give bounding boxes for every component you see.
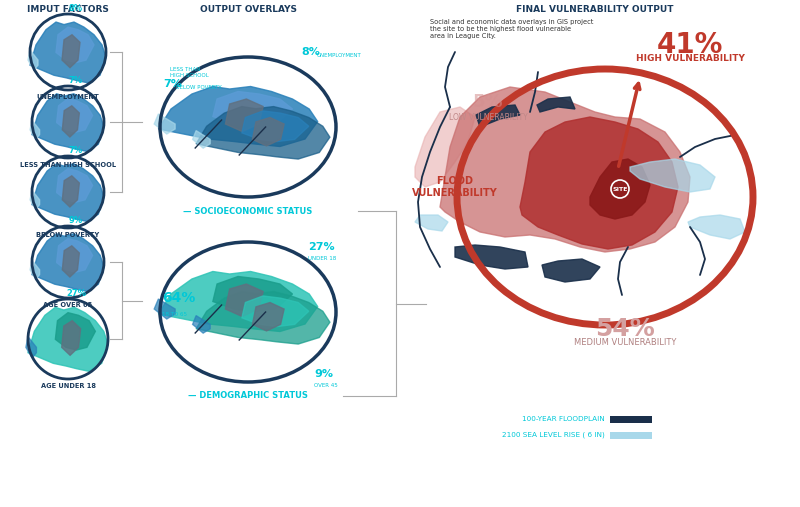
Text: 27%: 27% <box>308 242 334 252</box>
Polygon shape <box>62 320 81 355</box>
Text: 8%: 8% <box>69 4 83 13</box>
Text: UNEMPLOYMENT: UNEMPLOYMENT <box>37 94 99 100</box>
Polygon shape <box>62 246 79 277</box>
Text: 18 TO 65: 18 TO 65 <box>162 312 187 317</box>
Polygon shape <box>590 159 650 219</box>
Polygon shape <box>537 97 575 112</box>
Text: AGE OVER 65: AGE OVER 65 <box>43 302 93 308</box>
Text: UNDER 18: UNDER 18 <box>308 256 336 261</box>
Polygon shape <box>158 272 318 332</box>
Polygon shape <box>415 107 475 187</box>
Polygon shape <box>30 22 106 83</box>
Polygon shape <box>57 98 93 132</box>
Text: SITE: SITE <box>612 187 628 192</box>
Polygon shape <box>57 239 93 272</box>
Polygon shape <box>242 111 309 141</box>
Polygon shape <box>28 50 38 70</box>
Ellipse shape <box>160 242 336 382</box>
Polygon shape <box>28 307 108 371</box>
Polygon shape <box>32 164 104 222</box>
Text: Social and economic data overlays in GIS project
the site to be the highest floo: Social and economic data overlays in GIS… <box>430 19 594 39</box>
Text: — DEMOGRAPHIC STATUS: — DEMOGRAPHIC STATUS <box>188 391 308 401</box>
Polygon shape <box>56 27 94 62</box>
Polygon shape <box>213 91 293 127</box>
Circle shape <box>32 226 104 298</box>
Text: 7%: 7% <box>69 146 83 155</box>
Polygon shape <box>57 169 93 202</box>
Text: AGE UNDER 18: AGE UNDER 18 <box>41 383 95 389</box>
Text: 64%: 64% <box>162 291 195 305</box>
Text: LESS THAN HIGH SCHOOL: LESS THAN HIGH SCHOOL <box>20 162 116 168</box>
Text: LOW VULNERABILITY: LOW VULNERABILITY <box>449 113 527 122</box>
Polygon shape <box>630 159 715 192</box>
Text: OUTPUT OVERLAYS: OUTPUT OVERLAYS <box>199 5 297 14</box>
Text: MEDIUM VULNERABILITY: MEDIUM VULNERABILITY <box>574 338 676 347</box>
Circle shape <box>32 86 104 158</box>
Text: HIGH VULNERABILITY: HIGH VULNERABILITY <box>635 54 745 63</box>
Polygon shape <box>32 234 104 292</box>
Circle shape <box>32 156 104 228</box>
Text: 2100 SEA LEVEL RISE ( 6 IN): 2100 SEA LEVEL RISE ( 6 IN) <box>502 432 605 438</box>
Polygon shape <box>30 120 39 139</box>
Polygon shape <box>253 118 284 146</box>
Text: 54%: 54% <box>595 317 655 341</box>
Polygon shape <box>688 215 745 239</box>
Polygon shape <box>242 296 309 327</box>
Text: 7%: 7% <box>69 76 83 85</box>
Polygon shape <box>62 176 79 207</box>
Ellipse shape <box>160 57 336 197</box>
Polygon shape <box>520 117 678 249</box>
Polygon shape <box>455 245 528 269</box>
Text: IMPUT FACTORS: IMPUT FACTORS <box>27 5 109 14</box>
Polygon shape <box>226 284 263 316</box>
Text: 41%: 41% <box>657 31 723 59</box>
Text: 7%: 7% <box>163 79 182 89</box>
Text: 9%: 9% <box>314 369 333 379</box>
Polygon shape <box>226 99 263 131</box>
Polygon shape <box>193 316 210 333</box>
Text: 5%: 5% <box>473 93 503 111</box>
Polygon shape <box>196 106 330 159</box>
Polygon shape <box>30 260 39 279</box>
Text: UNEMPLOYMENT: UNEMPLOYMENT <box>316 53 361 57</box>
Polygon shape <box>542 259 600 282</box>
Polygon shape <box>253 303 284 331</box>
Polygon shape <box>26 337 37 358</box>
Polygon shape <box>213 276 293 311</box>
Circle shape <box>30 14 106 90</box>
Text: BELOW POVERTY: BELOW POVERTY <box>36 232 100 238</box>
Text: 9%: 9% <box>69 216 83 225</box>
Polygon shape <box>415 215 448 231</box>
Text: OVER 45: OVER 45 <box>314 383 338 388</box>
Polygon shape <box>32 94 104 152</box>
Polygon shape <box>62 35 80 67</box>
Polygon shape <box>193 131 210 148</box>
Polygon shape <box>158 87 318 147</box>
FancyBboxPatch shape <box>610 416 652 423</box>
FancyBboxPatch shape <box>610 432 652 439</box>
Polygon shape <box>55 313 95 350</box>
Text: 100-YEAR FLOODPLAIN: 100-YEAR FLOODPLAIN <box>522 416 605 422</box>
Text: 8%: 8% <box>301 47 320 57</box>
Text: BELOW POVERTY: BELOW POVERTY <box>176 85 222 90</box>
Polygon shape <box>154 299 175 319</box>
Polygon shape <box>30 190 39 209</box>
Text: — SOCIOECONOMIC STATUS: — SOCIOECONOMIC STATUS <box>183 206 313 215</box>
Polygon shape <box>154 114 175 134</box>
Text: 27%: 27% <box>66 289 86 298</box>
Text: FINAL VULNERABILITY OUTPUT: FINAL VULNERABILITY OUTPUT <box>516 5 674 14</box>
Text: FLOOD
VULNERABILITY: FLOOD VULNERABILITY <box>412 176 498 198</box>
Polygon shape <box>440 87 690 252</box>
Polygon shape <box>62 106 79 137</box>
Polygon shape <box>196 292 330 344</box>
Text: LESS THAN
HIGH SCHOOL: LESS THAN HIGH SCHOOL <box>170 67 209 78</box>
Circle shape <box>28 299 108 379</box>
Polygon shape <box>476 105 520 127</box>
